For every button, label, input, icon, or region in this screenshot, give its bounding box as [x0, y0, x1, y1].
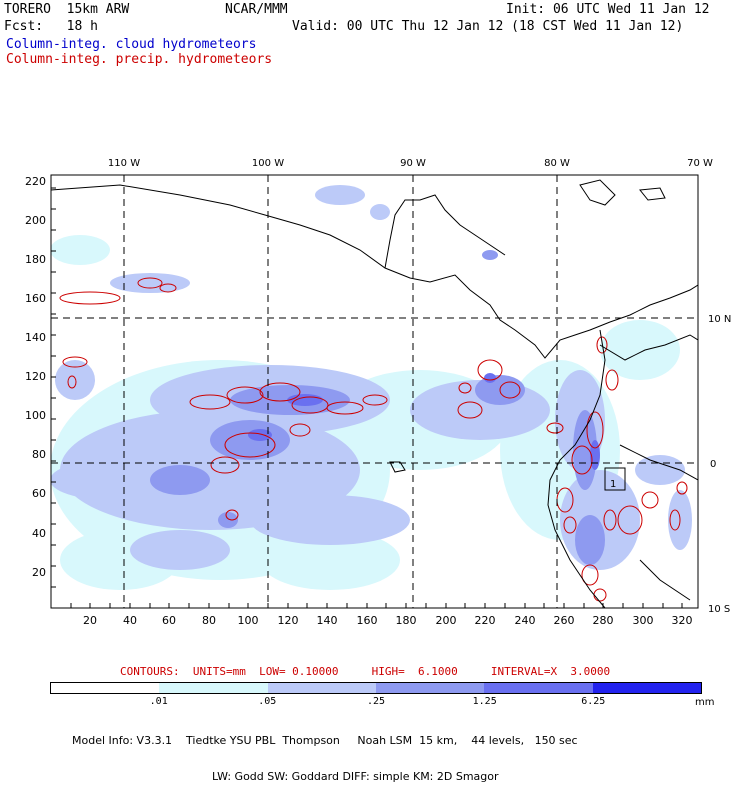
lon-label-90w: 90 W — [400, 158, 426, 169]
lat-label-10n: 10 N — [708, 314, 731, 325]
colorbar-label: .25 — [366, 696, 386, 707]
graticule — [51, 175, 698, 608]
cloud-field — [51, 185, 692, 590]
x-tick-label: 160 — [357, 614, 378, 627]
colorbar-swatch — [159, 683, 268, 693]
valid-time: Valid: 00 UTC Thu 12 Jan 12 (18 CST Wed … — [292, 19, 684, 34]
x-tick-label: 60 — [162, 614, 176, 627]
colorbar — [50, 682, 702, 694]
precip-legend: Column-integ. precip. hydrometeors — [6, 52, 273, 67]
model-info-line1: Model Info: V3.3.1 Tiedtke YSU PBL Thomp… — [72, 734, 578, 747]
y-tick-label: 120 — [25, 370, 46, 383]
colorbar-labels: .01 .05 .25 1.25 6.25 — [50, 696, 702, 708]
x-tick-label: 180 — [396, 614, 417, 627]
lon-label-70w: 70 W — [687, 158, 713, 169]
colorbar-unit: mm — [695, 697, 715, 708]
y-tick-label: 60 — [32, 487, 46, 500]
y-tick-label: 20 — [32, 566, 46, 579]
y-tick-label: 220 — [25, 175, 46, 188]
x-tick-label: 40 — [123, 614, 137, 627]
y-tick-label: 40 — [32, 527, 46, 540]
model-title: TORERO 15km ARW — [4, 2, 130, 17]
x-tick-label: 320 — [672, 614, 693, 627]
precip-contours — [59, 277, 688, 602]
right-lat-labels: 10 N 0 10 S — [708, 314, 731, 615]
y-tick-label: 100 — [25, 409, 46, 422]
lat-label-0: 0 — [710, 459, 716, 470]
x-tick-label: 220 — [475, 614, 496, 627]
colorbar-swatch — [484, 683, 593, 693]
plot-frame — [50, 174, 699, 609]
x-tick-label: 20 — [83, 614, 97, 627]
x-tick-label: 300 — [633, 614, 654, 627]
model-info-line2: LW: Godd SW: Goddard DIFF: simple KM: 2D… — [212, 770, 499, 783]
cloud-legend: Column-integ. cloud hydrometeors — [6, 37, 257, 52]
y-tick-label: 160 — [25, 292, 46, 305]
x-tick-label: 140 — [317, 614, 338, 627]
x-tick-labels: 20 40 60 80 100 120 140 160 180 200 220 … — [83, 614, 693, 627]
contour-info: CONTOURS: UNITS=mm LOW= 0.10000 HIGH= 6.… — [120, 665, 611, 678]
x-tick-label: 200 — [436, 614, 457, 627]
x-tick-label: 260 — [554, 614, 575, 627]
colorbar-swatch — [51, 683, 160, 693]
x-tick-label: 240 — [515, 614, 536, 627]
lon-label-110w: 110 W — [108, 158, 140, 169]
init-time: Init: 06 UTC Wed 11 Jan 12 — [506, 2, 710, 17]
y-tick-labels: 20 40 60 80 100 120 140 160 180 200 220 — [25, 175, 46, 579]
box-label: 1 — [610, 479, 616, 490]
colorbar-label: 6.25 — [581, 696, 606, 707]
x-tick-label: 120 — [278, 614, 299, 627]
model-info: Model Info: V3.3.1 Tiedtke YSU PBL Thomp… — [72, 711, 578, 795]
map-plot: 1 110 W 100 W 90 W 80 W 70 W 10 N 0 10 S… — [25, 158, 731, 627]
x-tick-label: 280 — [593, 614, 614, 627]
x-tick-label: 100 — [238, 614, 259, 627]
colorbar-swatch — [267, 683, 376, 693]
x-tick-label: 80 — [202, 614, 216, 627]
colorbar-label: .05 — [258, 696, 277, 707]
y-tick-label: 200 — [25, 214, 46, 227]
forecast-hour: Fcst: 18 h — [4, 19, 98, 34]
y-tick-label: 180 — [25, 253, 46, 266]
org-label: NCAR/MMM — [225, 2, 288, 17]
colorbar-label: .01 — [149, 696, 168, 707]
y-tick-label: 140 — [25, 331, 46, 344]
lon-label-100w: 100 W — [252, 158, 284, 169]
colorbar-label: 1.25 — [472, 696, 497, 707]
axis-ticks — [51, 187, 683, 608]
top-lon-labels: 110 W 100 W 90 W 80 W 70 W — [108, 158, 713, 169]
coastlines — [51, 179, 698, 608]
colorbar-swatch — [592, 683, 701, 693]
y-tick-label: 80 — [32, 448, 46, 461]
lat-label-10s: 10 S — [708, 604, 730, 615]
lon-label-80w: 80 W — [544, 158, 570, 169]
colorbar-swatch — [375, 683, 485, 693]
